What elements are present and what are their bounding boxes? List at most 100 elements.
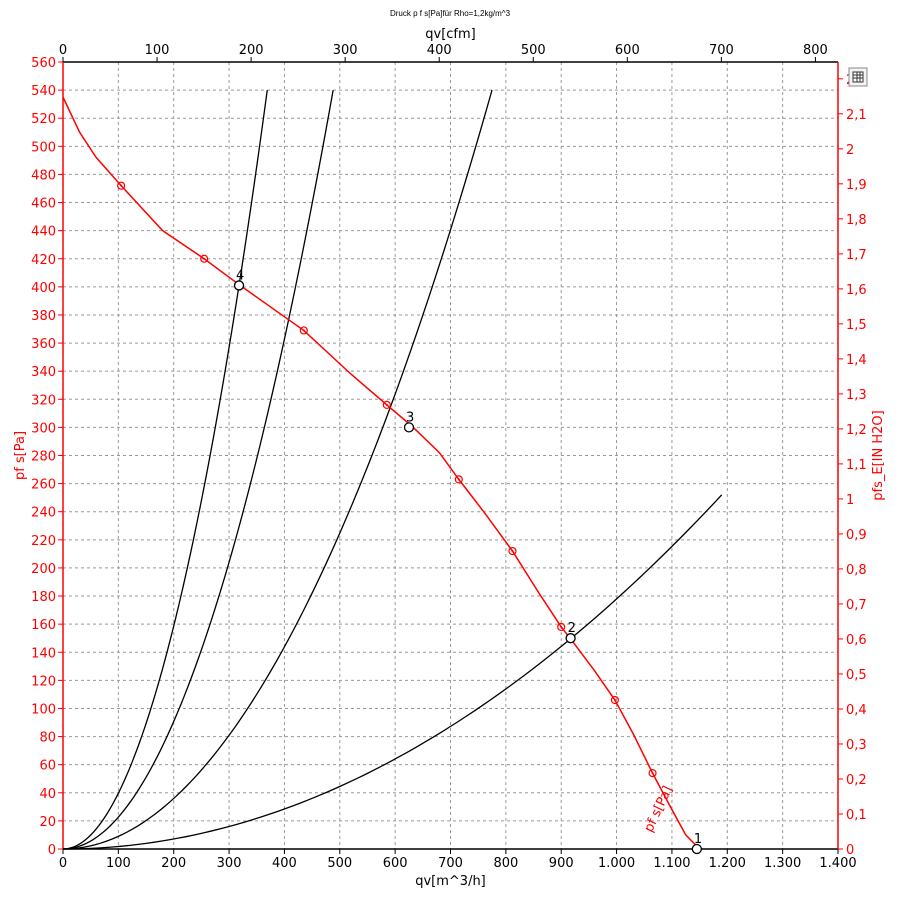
table-export-icon[interactable] — [848, 67, 868, 87]
y-tick-label: 60 — [39, 759, 56, 774]
y2-tick-label: 0,4 — [846, 703, 867, 718]
fan-curve-marker — [557, 622, 566, 632]
y-tick-label: 420 — [31, 253, 56, 268]
fan-curve-label: pf s[Pa] — [641, 784, 675, 835]
y-tick-label: 160 — [31, 618, 56, 633]
x-tick-label: 1.400 — [819, 856, 856, 871]
operating-point-label-2: 2 — [568, 621, 576, 636]
fan-curve-marker — [648, 769, 657, 778]
y2-tick-label: 1,3 — [846, 388, 867, 403]
fan-curve-marker — [454, 475, 463, 484]
x-tick-label: 100 — [106, 856, 131, 871]
x2-tick-label: 300 — [333, 43, 358, 58]
x2-axis-label: qv[cfm] — [425, 27, 475, 42]
fan-curve-marker-dot — [511, 550, 514, 553]
x-tick-label: 800 — [493, 856, 518, 871]
y-tick-label: 500 — [31, 140, 56, 155]
y2-tick-label: 1,2 — [846, 423, 867, 438]
x-tick-label: 1.100 — [653, 856, 690, 871]
x-tick-label: 200 — [161, 856, 186, 871]
y2-tick-label: 1,5 — [846, 318, 867, 333]
system-curve-4 — [62, 90, 268, 850]
y-tick-label: 140 — [31, 646, 56, 661]
y2-tick-label: 1,9 — [846, 178, 867, 193]
fan-curve-marker-dot — [651, 772, 654, 775]
fan-curve-marker-dot — [385, 403, 388, 406]
y-tick-label: 460 — [31, 197, 56, 212]
y2-tick-label: 1,4 — [846, 353, 867, 368]
y-tick-label: 260 — [31, 478, 56, 493]
operating-points: 1 2 3 4 — [233, 268, 702, 855]
fan-curve-marker — [382, 400, 391, 410]
x-tick-label: 0 — [59, 856, 67, 871]
y2-tick-label: 0,9 — [846, 528, 867, 543]
axis-labels: qv[m^3/h] qv[cfm] pf s[Pa] pfs_E[IN H2O]… — [13, 27, 886, 889]
x-axis-label: qv[m^3/h] — [415, 874, 486, 889]
x-tick-label: 500 — [327, 856, 352, 871]
system-curve-2 — [62, 89, 493, 850]
x-tick-label: 700 — [438, 856, 463, 871]
y2-tick-label: 0,1 — [846, 808, 867, 823]
operating-point-label-4: 4 — [236, 268, 244, 283]
x-tick-label: 300 — [217, 856, 242, 871]
x2-tick-label: 500 — [521, 43, 546, 58]
chart-title: Druck p f s[Pa]für Rho=1,2kg/m^3 — [390, 9, 511, 18]
grid — [63, 62, 838, 849]
fan-curve-marker — [610, 695, 620, 705]
y-axis-label: pf s[Pa] — [13, 431, 28, 480]
operating-point-4 — [233, 280, 245, 291]
y2-tick-label: 0 — [846, 843, 854, 858]
y-tick-label: 100 — [31, 702, 56, 717]
operating-point-label-3: 3 — [406, 410, 414, 425]
system-curves — [62, 89, 723, 850]
x2-tick-label: 600 — [615, 43, 640, 58]
fan-curve-marker-dot — [302, 329, 305, 332]
y2-tick-label: 0,5 — [846, 668, 867, 683]
fan-curve-marker-dot — [613, 699, 616, 702]
y-tick-label: 440 — [31, 225, 56, 240]
y-tick-label: 480 — [31, 168, 56, 183]
y2-tick-label: 1,8 — [846, 213, 867, 228]
x-tick-label: 1.200 — [709, 856, 746, 871]
y-tick-label: 80 — [39, 731, 56, 746]
y2-tick-label: 1,6 — [846, 283, 867, 298]
y-tick-label: 400 — [31, 281, 56, 296]
y2-tick-label: 0,7 — [846, 598, 867, 613]
x2-tick-label: 0 — [59, 43, 67, 58]
x-tick-label: 900 — [549, 856, 574, 871]
x2-tick-label: 100 — [145, 43, 170, 58]
y-tick-label: 360 — [31, 337, 56, 352]
y-tick-label: 280 — [31, 450, 56, 465]
y-tick-label: 220 — [31, 534, 56, 549]
y-tick-label: 300 — [31, 421, 56, 436]
fan-curve-marker-dot — [560, 625, 563, 628]
y2-tick-label: 2,1 — [846, 108, 867, 123]
x-tick-label: 400 — [272, 856, 297, 871]
system-curve-3 — [62, 89, 334, 850]
operating-point-2 — [565, 633, 576, 644]
x-tick-label: 600 — [383, 856, 408, 871]
y2-tick-label: 0,8 — [846, 563, 867, 578]
y-tick-label: 560 — [31, 56, 56, 71]
fan-curve-marker-dot — [120, 184, 123, 187]
y-tick-label: 320 — [31, 393, 56, 408]
y-tick-label: 120 — [31, 674, 56, 689]
fan-curve-marker-dot — [203, 257, 206, 260]
y-tick-label: 200 — [31, 562, 56, 577]
operating-point-label-1: 1 — [694, 832, 702, 847]
y2-tick-label: 0,3 — [846, 738, 867, 753]
y-tick-label: 240 — [31, 506, 56, 521]
y2-tick-label: 0,6 — [846, 633, 867, 648]
y-tick-label: 340 — [31, 365, 56, 380]
system-curve-1 — [62, 494, 723, 850]
y-tick-label: 0 — [48, 843, 56, 858]
operating-point-3 — [403, 422, 415, 433]
y-tick-label: 540 — [31, 84, 56, 99]
operating-point-1 — [691, 843, 702, 855]
y-tick-label: 380 — [31, 309, 56, 324]
y2-axis-label: pfs_E[IN H2O] — [871, 410, 886, 500]
y2-tick-label: 2 — [846, 143, 854, 158]
x2-tick-label: 800 — [803, 43, 828, 58]
x2-tick-label: 700 — [709, 43, 734, 58]
